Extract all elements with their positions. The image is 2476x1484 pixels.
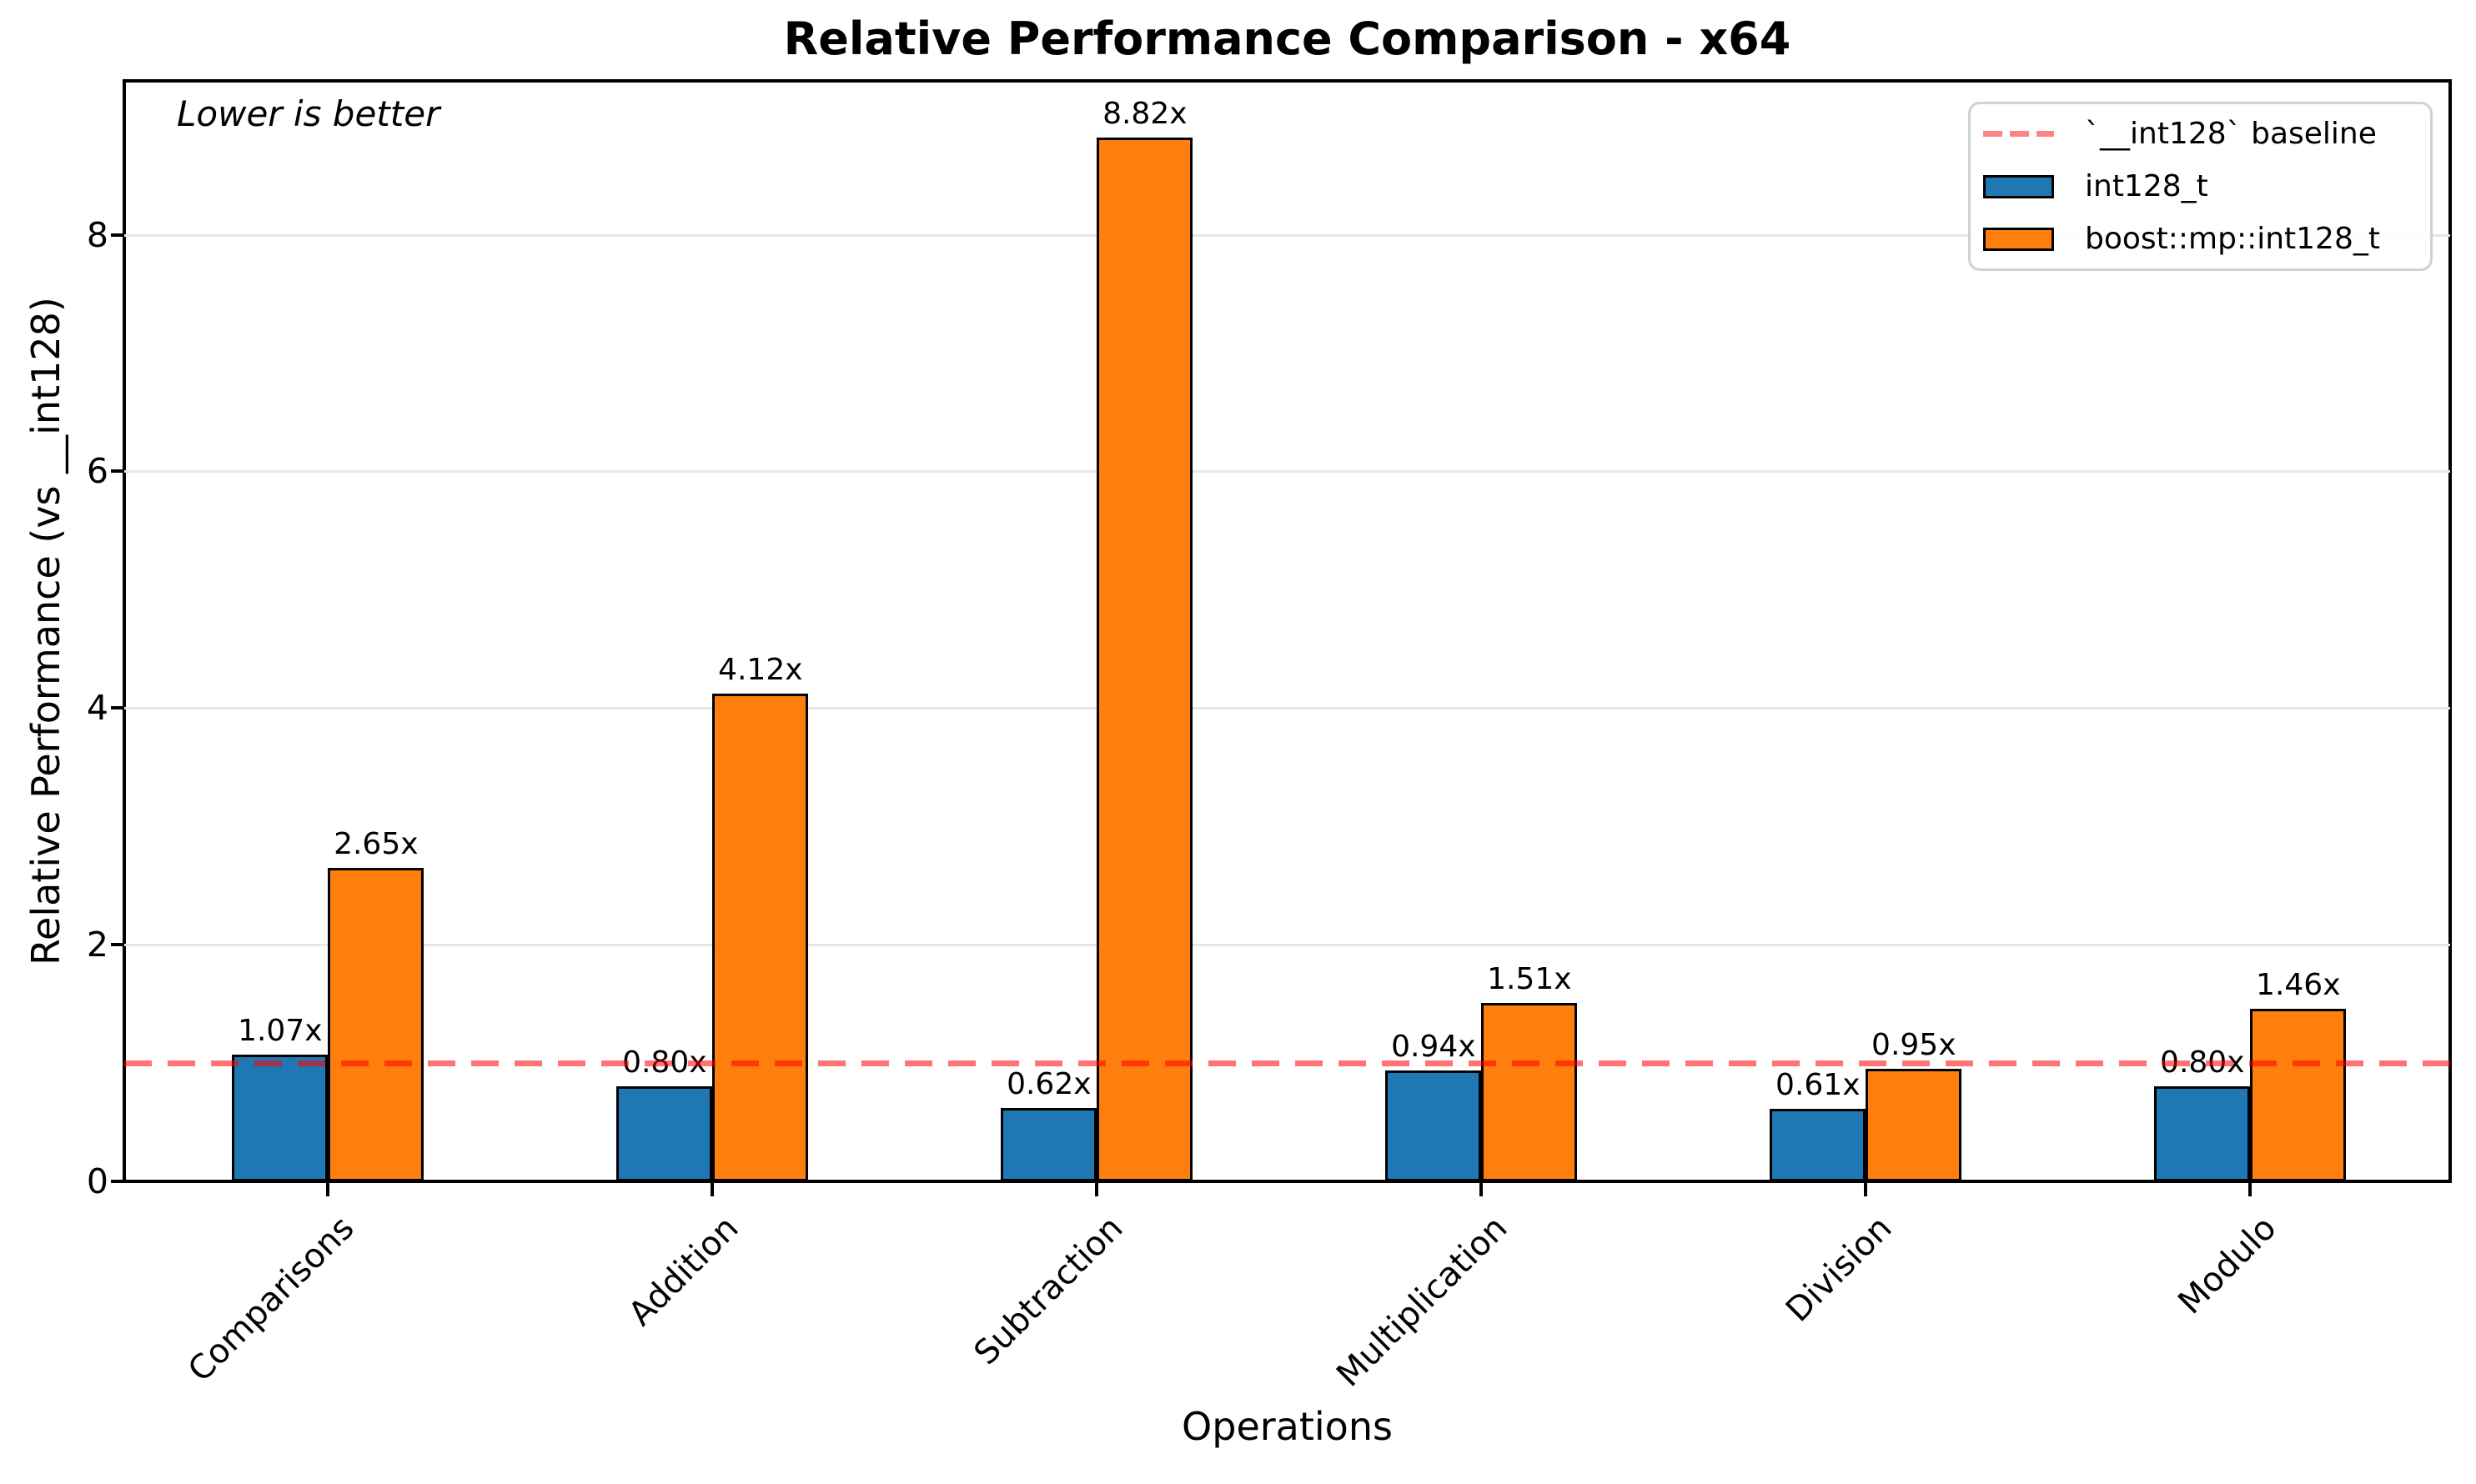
y-tick-mark	[111, 943, 124, 947]
bar-int128-t-comparisons	[232, 1055, 329, 1181]
bar-value-label: 0.62x	[1007, 1067, 1092, 1101]
gridline-y2	[124, 944, 2450, 947]
legend: `__int128` baseline int128_t boost::mp::…	[1968, 102, 2433, 271]
gridline-y8	[124, 233, 2450, 237]
legend-label: boost::mp::int128_t	[2085, 221, 2380, 256]
bar-int128-t-modulo	[2154, 1086, 2251, 1181]
legend-item-int128-t: int128_t	[1983, 160, 2430, 213]
lower-is-better-note: Lower is better	[177, 93, 440, 134]
gridline-y6	[124, 470, 2450, 474]
plot-area-frame	[123, 79, 2452, 1183]
y-axis-label: Relative Performance (vs __int128)	[23, 297, 68, 965]
x-axis-label: Operations	[1182, 1404, 1393, 1449]
bar-value-label: 4.12x	[718, 653, 803, 688]
y-tick-mark	[111, 469, 124, 474]
baseline-dashed-line	[124, 1060, 2450, 1066]
bar-value-label: 0.61x	[1775, 1068, 1861, 1103]
bar-boost-mp-int128-t-division	[1866, 1069, 1962, 1181]
x-tick-mark	[711, 1183, 715, 1196]
y-tick-label: 6	[86, 451, 108, 492]
orange-swatch-icon	[1983, 227, 2054, 251]
legend-item-boost-int128-t: boost::mp::int128_t	[1983, 213, 2430, 265]
legend-item-baseline: `__int128` baseline	[1983, 108, 2430, 160]
x-tick-mark	[326, 1183, 330, 1196]
legend-label: `__int128` baseline	[2085, 116, 2377, 151]
y-tick-mark	[111, 1180, 124, 1183]
y-tick-label: 8	[86, 214, 108, 255]
gridline-y4	[124, 707, 2450, 710]
bar-boost-mp-int128-t-addition	[712, 694, 809, 1181]
x-tick-mark	[1864, 1183, 1868, 1196]
x-tick-mark	[1479, 1183, 1484, 1196]
y-tick-label: 2	[86, 925, 108, 965]
bar-boost-mp-int128-t-subtraction	[1097, 138, 1193, 1181]
chart-title: Relative Performance Comparison - x64	[783, 13, 1791, 65]
bar-value-label: 8.82x	[1102, 97, 1188, 132]
y-tick-label: 0	[86, 1161, 108, 1201]
bar-int128-t-subtraction	[1001, 1108, 1097, 1181]
bar-value-label: 0.94x	[1391, 1029, 1476, 1064]
bar-boost-mp-int128-t-comparisons	[328, 867, 424, 1181]
blue-swatch-icon	[1983, 174, 2054, 198]
legend-label: int128_t	[2085, 168, 2208, 203]
bar-boost-mp-int128-t-modulo	[2250, 1008, 2347, 1181]
bar-boost-mp-int128-t-multiplication	[1481, 1002, 1578, 1181]
bar-value-label: 1.46x	[2256, 967, 2341, 1002]
bar-int128-t-multiplication	[1385, 1070, 1482, 1181]
y-tick-label: 4	[86, 688, 108, 729]
bar-int128-t-addition	[616, 1086, 713, 1181]
baseline-dash-swatch-icon	[1983, 131, 2054, 137]
bar-value-label: 2.65x	[334, 826, 419, 861]
x-tick-mark	[2248, 1183, 2253, 1196]
bar-int128-t-division	[1770, 1109, 1866, 1181]
bar-value-label: 1.07x	[238, 1014, 323, 1049]
bar-value-label: 0.95x	[1871, 1028, 1956, 1063]
y-tick-mark	[111, 233, 124, 237]
bar-value-label: 1.51x	[1487, 961, 1572, 996]
x-tick-mark	[1095, 1183, 1099, 1196]
y-tick-mark	[111, 706, 124, 710]
